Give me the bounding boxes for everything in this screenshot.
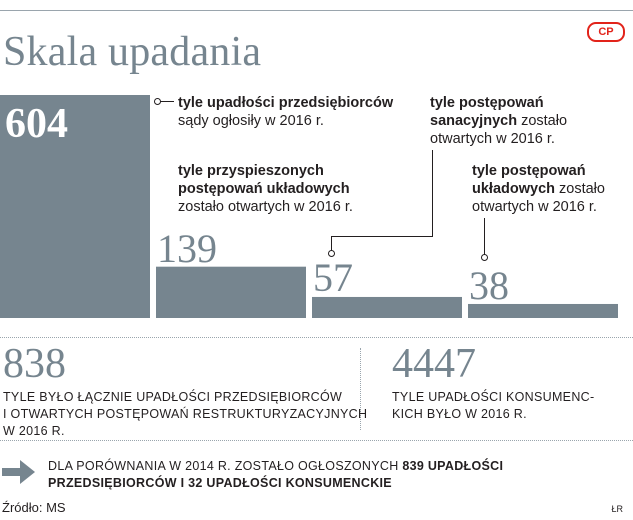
separator-bottom [0,440,633,441]
separator-vertical [360,348,361,430]
comparison-bold-1: 839 UPADŁOŚCI [402,459,504,473]
leader-line-57-v1 [432,150,433,236]
note-38-bold-2: układowych [472,181,555,197]
note-139-bold-1: tyle przyspieszonych [178,163,324,179]
note-139-bold-2: postępowań układowych [178,181,350,197]
leader-dot-57 [328,250,335,257]
note-38: tyle postępowań układowych zostało otwar… [472,162,605,216]
stat-838-line-2: I OTWARTYCH POSTĘPOWAŃ RESTRUKTURYZACYJN… [3,407,368,421]
bar-604 [0,95,150,318]
note-604-text: sądy ogłosiły w 2016 r. [178,113,324,129]
bar-value-label-604: 604 [5,101,68,147]
note-604-bold: tyle upadłości przedsiębiorców [178,95,394,111]
comparison-text: DLA PORÓWNANIA W 2014 R. ZOSTAŁO OGŁOSZO… [48,459,403,473]
comparison-note: DLA PORÓWNANIA W 2014 R. ZOSTAŁO OGŁOSZO… [48,458,503,492]
leader-line-57-v2 [331,236,332,252]
stat-4447-caption: TYLE UPADŁOŚCI KONSUMENC- KICH BYŁO W 20… [392,389,594,423]
leader-line-57-h [331,236,433,237]
author-credit: ŁR [611,504,623,514]
leader-dot-38 [481,254,488,261]
stat-4447-line-1: TYLE UPADŁOŚCI KONSUMENC- [392,390,595,404]
note-139: tyle przyspieszonych postępowań układowy… [178,162,353,216]
bar-value-label-139: 139 [157,226,217,271]
note-57: tyle postępowań sanacyjnych zostało otwa… [430,94,567,148]
arrow-right-icon [2,460,35,484]
stat-4447-value: 4447 [392,341,476,387]
note-38-bold-1: tyle postępowań [472,163,586,179]
bar-57 [312,296,462,318]
note-38-text-2: otwartych w 2016 r. [472,199,597,215]
stat-838-value: 838 [3,341,66,387]
leader-line-604 [160,101,174,102]
stat-838-line-3: W 2016 R. [3,424,65,438]
chart-title: Skala upadania [3,29,262,75]
note-604: tyle upadłości przedsiębiorców sądy ogło… [178,94,393,130]
stat-838-caption: TYLE BYŁO ŁĄCZNIE UPADŁOŚCI PRZEDSIĘBIOR… [3,389,367,440]
note-38-text-1: zostało [555,181,605,197]
top-rule [0,10,633,11]
stat-4447-line-2: KICH BYŁO W 2016 R. [392,407,527,421]
bar-value-label-38: 38 [469,263,509,308]
comparison-bold-2: PRZEDSIĘBIORCÓW I 32 UPADŁOŚCI KONSUMENC… [48,476,392,490]
bar-139 [156,266,306,318]
note-57-text-1: zostało [517,113,568,129]
bar-chart [0,95,618,318]
separator-top [0,337,633,338]
stat-838-line-1: TYLE BYŁO ŁĄCZNIE UPADŁOŚCI PRZEDSIĘBIOR… [3,390,343,404]
note-57-text-2: otwartych w 2016 r. [430,131,555,147]
bar-value-label-57: 57 [313,255,353,300]
leader-line-38 [484,218,485,256]
note-57-bold-1: tyle postępowań [430,95,544,111]
bar-38 [468,303,618,318]
note-139-text: zostało otwartych w 2016 r. [178,199,353,215]
source-note: Źródło: MS [2,500,66,515]
publisher-logo: CP [587,22,625,42]
note-57-bold-2: sanacyjnych [430,113,518,129]
